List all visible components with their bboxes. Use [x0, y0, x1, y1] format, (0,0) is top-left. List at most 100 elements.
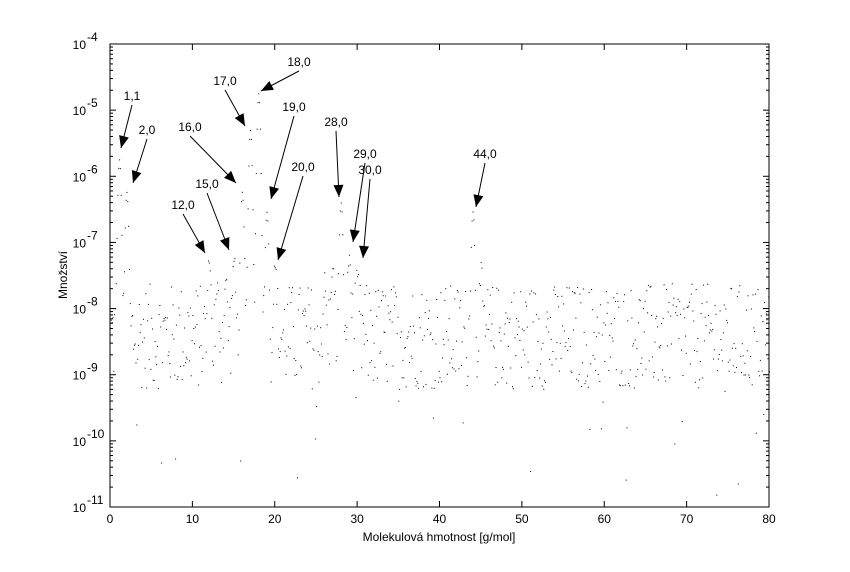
- data-point: [613, 297, 615, 299]
- data-point: [429, 334, 431, 336]
- data-point: [506, 382, 508, 384]
- data-point: [390, 289, 392, 291]
- data-point: [350, 292, 352, 294]
- data-point: [699, 361, 701, 362]
- data-point: [631, 317, 633, 319]
- data-point: [206, 313, 208, 315]
- data-point: [264, 286, 265, 288]
- data-point: [230, 372, 232, 374]
- annotation-arrow: [362, 178, 371, 259]
- data-point: [295, 360, 297, 361]
- data-point: [475, 336, 477, 338]
- data-point: [176, 378, 178, 380]
- data-point: [315, 438, 317, 440]
- data-point: [255, 173, 257, 174]
- data-point: [473, 219, 475, 221]
- data-point: [641, 357, 643, 359]
- annotation-label: 18,0: [287, 55, 311, 69]
- data-point: [684, 317, 686, 319]
- annotation-label: 30,0: [358, 163, 382, 177]
- data-point: [174, 374, 176, 376]
- data-point: [438, 370, 440, 372]
- data-point: [766, 319, 768, 321]
- data-point: [399, 388, 401, 390]
- data-point: [425, 383, 427, 385]
- data-point: [728, 370, 730, 372]
- data-point: [132, 315, 134, 316]
- data-point: [647, 312, 649, 314]
- data-point: [225, 280, 227, 282]
- data-point: [299, 287, 301, 289]
- data-point: [215, 298, 217, 300]
- data-point: [349, 264, 351, 266]
- data-point: [292, 326, 294, 328]
- data-point: [389, 319, 391, 321]
- data-point: [157, 388, 159, 390]
- data-point: [527, 361, 529, 363]
- data-point: [753, 327, 755, 329]
- data-point: [392, 365, 394, 367]
- data-point: [672, 304, 674, 306]
- data-point: [716, 494, 718, 496]
- data-point: [635, 376, 637, 378]
- data-point: [467, 375, 469, 377]
- data-point: [678, 338, 680, 340]
- data-point: [717, 358, 719, 360]
- data-point: [598, 332, 600, 334]
- data-point: [668, 301, 670, 303]
- data-point: [474, 245, 476, 246]
- y-tick-label: 10: [73, 104, 87, 118]
- data-point: [465, 357, 467, 359]
- data-point: [493, 345, 494, 347]
- data-point: [513, 292, 515, 294]
- annotation-label: 16,0: [178, 120, 202, 134]
- data-point: [129, 303, 131, 305]
- data-point: [584, 383, 586, 385]
- data-point: [492, 287, 494, 288]
- data-point: [260, 173, 262, 174]
- data-point: [653, 372, 655, 373]
- data-point: [416, 380, 418, 382]
- data-point: [619, 385, 621, 387]
- arrowhead-icon: [261, 80, 274, 91]
- data-point: [268, 243, 270, 245]
- data-point: [423, 386, 424, 388]
- data-point: [381, 291, 383, 293]
- data-point: [714, 304, 716, 306]
- data-point: [393, 286, 395, 288]
- data-point: [722, 360, 723, 362]
- data-point: [570, 370, 572, 372]
- data-point: [398, 400, 400, 402]
- data-point: [731, 288, 733, 290]
- data-point: [394, 304, 396, 306]
- data-point: [607, 302, 609, 304]
- data-point: [633, 343, 635, 345]
- data-point: [185, 362, 186, 364]
- data-point: [142, 341, 144, 343]
- data-point: [175, 458, 177, 460]
- data-point: [357, 274, 359, 275]
- data-point: [330, 291, 332, 293]
- data-point: [423, 335, 425, 337]
- data-point: [715, 313, 717, 315]
- data-point: [634, 339, 636, 341]
- data-point: [693, 320, 695, 322]
- data-point: [357, 276, 359, 278]
- data-point: [671, 283, 673, 285]
- data-point: [272, 327, 274, 329]
- data-point: [564, 346, 566, 348]
- data-point: [286, 355, 288, 357]
- data-point: [677, 298, 679, 300]
- data-point: [567, 350, 569, 351]
- arrowhead-icon: [276, 247, 287, 260]
- data-point: [319, 354, 321, 356]
- data-point: [192, 315, 194, 317]
- data-point: [293, 358, 295, 360]
- data-point: [269, 338, 271, 340]
- data-point: [313, 349, 315, 351]
- data-point: [231, 295, 233, 297]
- data-point: [746, 350, 748, 352]
- data-point: [572, 329, 574, 331]
- data-point: [348, 265, 350, 267]
- data-point: [273, 265, 275, 267]
